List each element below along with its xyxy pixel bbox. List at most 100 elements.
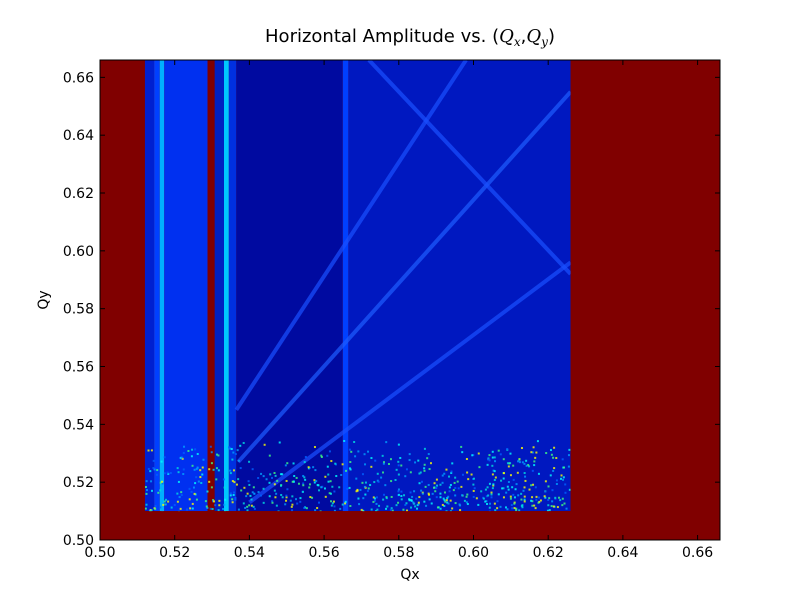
noise-speckles [144,439,571,512]
noise-speckle [485,500,488,503]
noise-speckle [191,448,194,451]
noise-speckle [510,504,513,507]
noise-speckle [327,473,330,476]
noise-speckle [373,499,376,502]
noise-speckle [271,476,274,479]
noise-speckle [397,473,400,476]
noise-speckle [281,496,284,499]
chart-title: Horizontal Amplitude vs. (Qx,Qy) [265,26,555,49]
noise-speckle [271,501,274,504]
noise-speckle [555,479,558,482]
noise-speckle [509,497,512,500]
noise-speckle [237,478,240,481]
noise-speckle [218,504,221,507]
noise-speckle [274,474,277,477]
noise-speckle [348,467,351,470]
x-tick-label: 0.52 [159,545,190,561]
noise-speckle [512,464,515,467]
noise-speckle [394,478,397,481]
noise-speckle [315,480,318,483]
x-tick-label: 0.62 [533,545,564,561]
x-axis-label: Qx [400,567,419,583]
noise-speckle [345,469,348,472]
heatmap-band-1 [154,60,160,512]
noise-speckle [231,458,234,461]
noise-speckle [331,502,334,505]
noise-speckle [357,497,360,500]
noise-speckle [361,481,364,484]
noise-speckle [389,458,392,461]
noise-speckle [265,478,268,481]
noise-speckle [441,503,444,506]
noise-speckle [382,462,385,465]
noise-speckle [417,501,420,504]
noise-speckle [508,462,511,465]
noise-speckle [363,453,366,456]
noise-speckle [539,499,542,502]
noise-speckle [567,465,570,468]
noise-speckle [330,460,333,463]
noise-speckle [355,490,358,493]
noise-speckle [176,500,179,503]
noise-speckle [428,468,431,471]
noise-speckle [217,454,220,457]
noise-speckle [344,500,347,503]
y-tick-label: 0.54 [63,417,94,433]
noise-speckle [533,464,536,467]
noise-speckle [428,498,431,501]
noise-speckle [262,501,265,504]
noise-speckle [313,446,316,449]
noise-speckle [232,451,235,454]
noise-speckle [376,479,379,482]
noise-speckle [354,455,357,458]
resonance-line-2 [367,60,571,276]
noise-speckle [523,498,526,501]
noise-speckle [346,487,349,490]
noise-speckle [427,453,430,456]
noise-speckle [363,485,366,488]
noise-speckle [402,508,405,511]
noise-speckle [534,507,537,510]
noise-speckle [250,504,253,507]
noise-speckle [414,461,417,464]
noise-speckle [451,462,454,465]
noise-speckle [523,486,526,489]
noise-speckle [210,462,213,465]
noise-speckle [367,450,370,453]
noise-speckle [302,474,305,477]
noise-speckle [194,482,197,485]
resonance-line-1 [234,60,468,411]
noise-speckle [523,472,526,475]
noise-speckle [179,456,182,459]
noise-speckle [518,509,521,512]
noise-speckle [466,493,469,496]
noise-speckle [439,492,442,495]
noise-speckle [232,469,235,472]
noise-speckle [161,482,164,485]
noise-speckle [179,507,182,510]
noise-speckle [385,497,388,500]
noise-speckle [490,496,493,499]
noise-speckle [323,487,326,490]
noise-speckle [521,506,524,509]
noise-speckle [546,509,549,512]
heatmap-band-8 [236,60,343,512]
noise-speckle [156,469,159,472]
noise-speckle [412,501,415,504]
noise-speckle [543,495,546,498]
noise-speckle [285,499,288,502]
noise-speckle [404,475,407,478]
noise-speckle [302,490,305,493]
title-sub1: x [514,35,521,49]
noise-speckle [229,447,232,450]
noise-speckle [563,466,566,469]
noise-speckle [553,467,556,470]
noise-speckle [515,507,518,510]
noise-speckle [537,472,540,475]
noise-speckle [397,488,400,491]
noise-speckle [448,475,451,478]
noise-speckle [397,460,400,463]
noise-speckle [328,450,331,453]
noise-speckle [188,498,191,501]
noise-speckle [330,500,333,503]
